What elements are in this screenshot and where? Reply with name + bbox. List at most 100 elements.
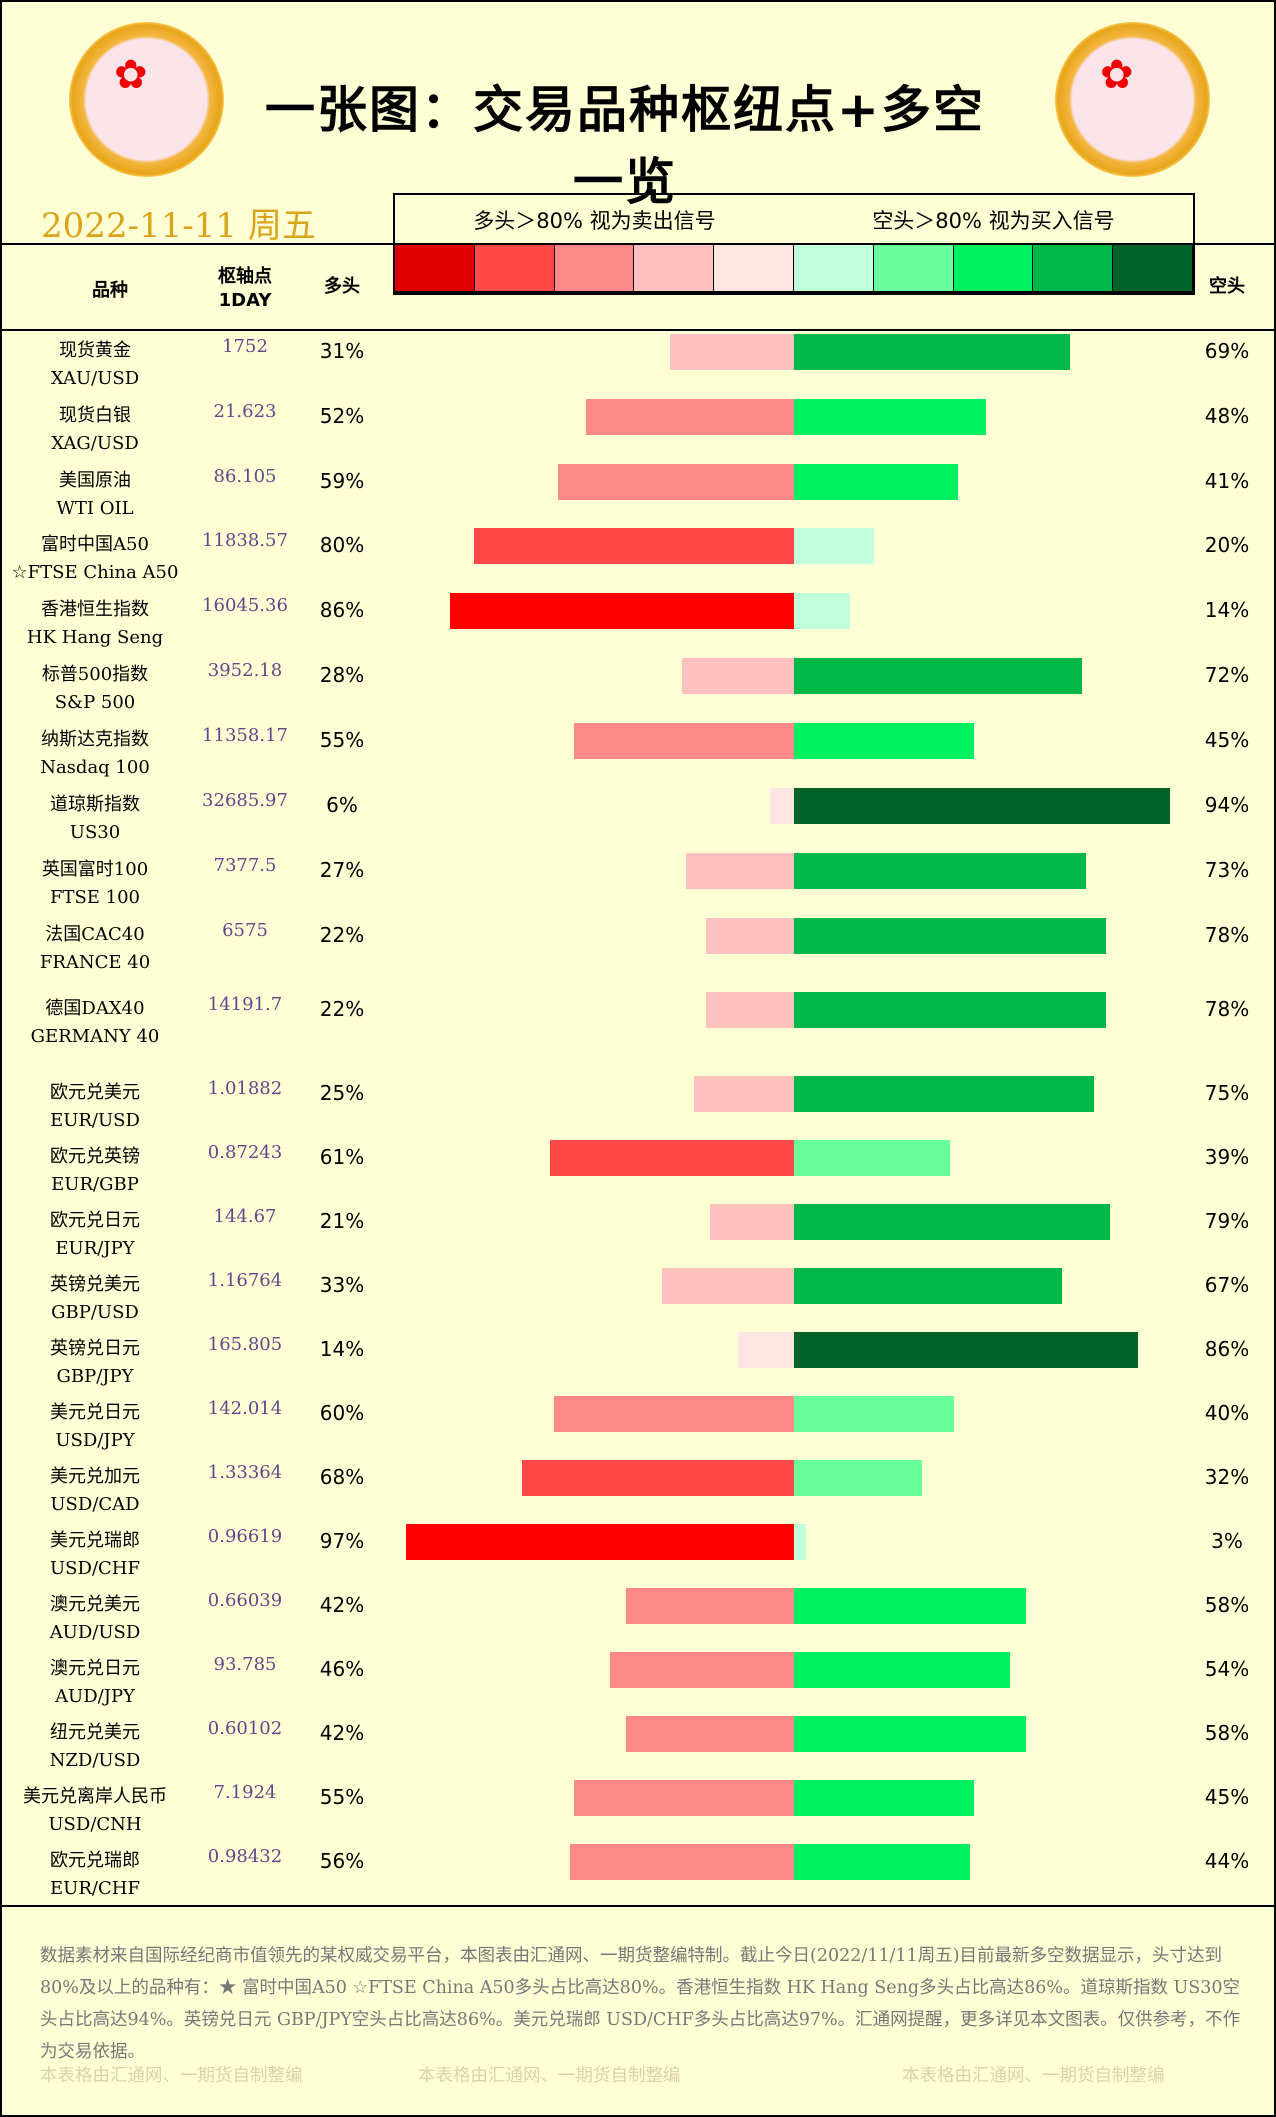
- scale-swatch: [1113, 245, 1193, 291]
- short-bar: [794, 1396, 954, 1432]
- long-bar: [558, 464, 794, 500]
- pivot-value: 0.98432: [207, 1846, 283, 1867]
- long-bar: [406, 1524, 794, 1560]
- instrument-name: 富时中国A50: [41, 534, 149, 555]
- pivot-value: 11358.17: [202, 725, 288, 746]
- short-percent: 3%: [1211, 1529, 1243, 1553]
- pivot-value: 0.87243: [207, 1142, 283, 1163]
- watermark: 本表格由汇通网、一期货自制整编: [418, 2066, 681, 2086]
- instrument-code: GBP/USD: [51, 1302, 139, 1323]
- short-bar: [794, 1076, 1094, 1112]
- long-bar: [610, 1652, 794, 1688]
- long-percent: 31%: [319, 339, 365, 363]
- long-percent: 97%: [319, 1529, 365, 1553]
- instrument-name: 美元兑瑞郎: [50, 1530, 140, 1551]
- long-bar: [586, 399, 794, 435]
- instrument-code: USD/CAD: [50, 1494, 140, 1515]
- instrument-name: 英镑兑美元: [50, 1274, 140, 1295]
- table-row: 美元兑日元 USD/JPY 142.014 60% 40%: [0, 1392, 1276, 1456]
- pivot-value: 1.16764: [207, 1270, 283, 1291]
- table-row: 德国DAX40 GERMANY 40 14191.7 22% 78%: [0, 988, 1276, 1062]
- pivot-value: 1.33364: [207, 1462, 283, 1483]
- short-percent: 20%: [1204, 533, 1250, 557]
- instrument-name: 英镑兑日元: [50, 1338, 140, 1359]
- table-row: 纳斯达克指数 Nasdaq 100 11358.17 55% 45%: [0, 719, 1276, 784]
- date-label: 2022-11-11 周五: [41, 206, 316, 246]
- long-bar: [554, 1396, 794, 1432]
- instrument-name: 英国富时100: [41, 859, 149, 880]
- long-percent: 59%: [319, 469, 365, 493]
- instrument-name: 美元兑日元: [50, 1402, 140, 1423]
- long-percent: 33%: [319, 1273, 365, 1297]
- pivot-value: 1.01882: [207, 1078, 283, 1099]
- long-percent: 56%: [319, 1849, 365, 1873]
- short-percent: 45%: [1204, 1785, 1250, 1809]
- pivot-value: 93.785: [213, 1654, 277, 1675]
- scale-swatch: [714, 245, 794, 291]
- pivot-value: 0.66039: [207, 1590, 283, 1611]
- legend-long: 多头＞80% 视为卖出信号: [473, 209, 716, 233]
- col-name-header: 品种: [92, 280, 128, 301]
- instrument-code: EUR/CHF: [50, 1878, 140, 1899]
- short-bar: [794, 788, 1170, 824]
- table-row: 现货白银 XAG/USD 21.623 52% 48%: [0, 395, 1276, 460]
- instrument-name: 澳元兑日元: [50, 1658, 140, 1679]
- short-percent: 72%: [1204, 663, 1250, 687]
- instrument-name: 标普500指数: [41, 664, 149, 685]
- pivot-value: 1752: [222, 336, 268, 357]
- instrument-name: 现货黄金: [59, 340, 131, 361]
- scale-swatch: [953, 245, 1034, 291]
- pivot-value: 0.60102: [207, 1718, 283, 1739]
- long-bar: [474, 528, 794, 564]
- instrument-code: EUR/JPY: [55, 1238, 135, 1259]
- short-bar: [794, 464, 958, 500]
- short-bar: [794, 992, 1106, 1028]
- long-percent: 52%: [319, 404, 365, 428]
- instrument-code: XAG/USD: [51, 433, 139, 454]
- pivot-value: 32685.97: [202, 790, 288, 811]
- instrument-name: 美元兑离岸人民币: [23, 1786, 167, 1807]
- table-row: 纽元兑美元 NZD/USD 0.60102 42% 58%: [0, 1712, 1276, 1776]
- logo-left: ✿: [69, 22, 224, 177]
- pivot-value: 11838.57: [202, 530, 288, 551]
- table-row: 富时中国A50 ☆FTSE China A50 11838.57 80% 20%: [0, 524, 1276, 589]
- pivot-value: 7377.5: [213, 855, 277, 876]
- long-percent: 55%: [319, 1785, 365, 1809]
- pivot-value: 142.014: [207, 1398, 283, 1419]
- short-bar: [794, 1588, 1026, 1624]
- short-percent: 78%: [1204, 923, 1250, 947]
- short-percent: 40%: [1204, 1401, 1250, 1425]
- instrument-name: 纽元兑美元: [50, 1722, 140, 1743]
- pivot-value: 0.96619: [207, 1526, 283, 1547]
- long-bar: [574, 1780, 794, 1816]
- long-percent: 80%: [319, 533, 365, 557]
- short-percent: 78%: [1204, 997, 1250, 1021]
- short-bar: [794, 658, 1082, 694]
- pivot-value: 7.1924: [213, 1782, 277, 1803]
- flower-icon: ✿: [1100, 52, 1134, 98]
- pivot-value: 3952.18: [207, 660, 283, 681]
- long-bar: [626, 1588, 794, 1624]
- table-row: 美国原油 WTI OIL 86.105 59% 41%: [0, 460, 1276, 525]
- short-percent: 75%: [1204, 1081, 1250, 1105]
- instrument-code: NZD/USD: [49, 1750, 141, 1771]
- instrument-code: AUD/JPY: [55, 1686, 135, 1707]
- instrument-name: 道琼斯指数: [50, 794, 140, 815]
- short-percent: 39%: [1204, 1145, 1250, 1169]
- short-percent: 54%: [1204, 1657, 1250, 1681]
- instrument-name: 澳元兑美元: [50, 1594, 140, 1615]
- table-row: 澳元兑日元 AUD/JPY 93.785 46% 54%: [0, 1648, 1276, 1712]
- instrument-code: US30: [69, 822, 121, 843]
- instrument-code: GBP/JPY: [56, 1366, 134, 1387]
- table-row: 现货黄金 XAU/USD 1752 31% 69%: [0, 330, 1276, 395]
- short-bar: [794, 334, 1070, 370]
- signal-legend: 多头＞80% 视为卖出信号 空头＞80% 视为买入信号: [393, 193, 1195, 245]
- table-row: 欧元兑日元 EUR/JPY 144.67 21% 79%: [0, 1200, 1276, 1264]
- pivot-value: 144.67: [213, 1206, 277, 1227]
- col-pivot-sub: 1DAY: [218, 290, 272, 311]
- short-percent: 58%: [1204, 1721, 1250, 1745]
- table-row: 澳元兑美元 AUD/USD 0.66039 42% 58%: [0, 1584, 1276, 1648]
- long-bar: [686, 853, 794, 889]
- short-percent: 86%: [1204, 1337, 1250, 1361]
- short-percent: 67%: [1204, 1273, 1250, 1297]
